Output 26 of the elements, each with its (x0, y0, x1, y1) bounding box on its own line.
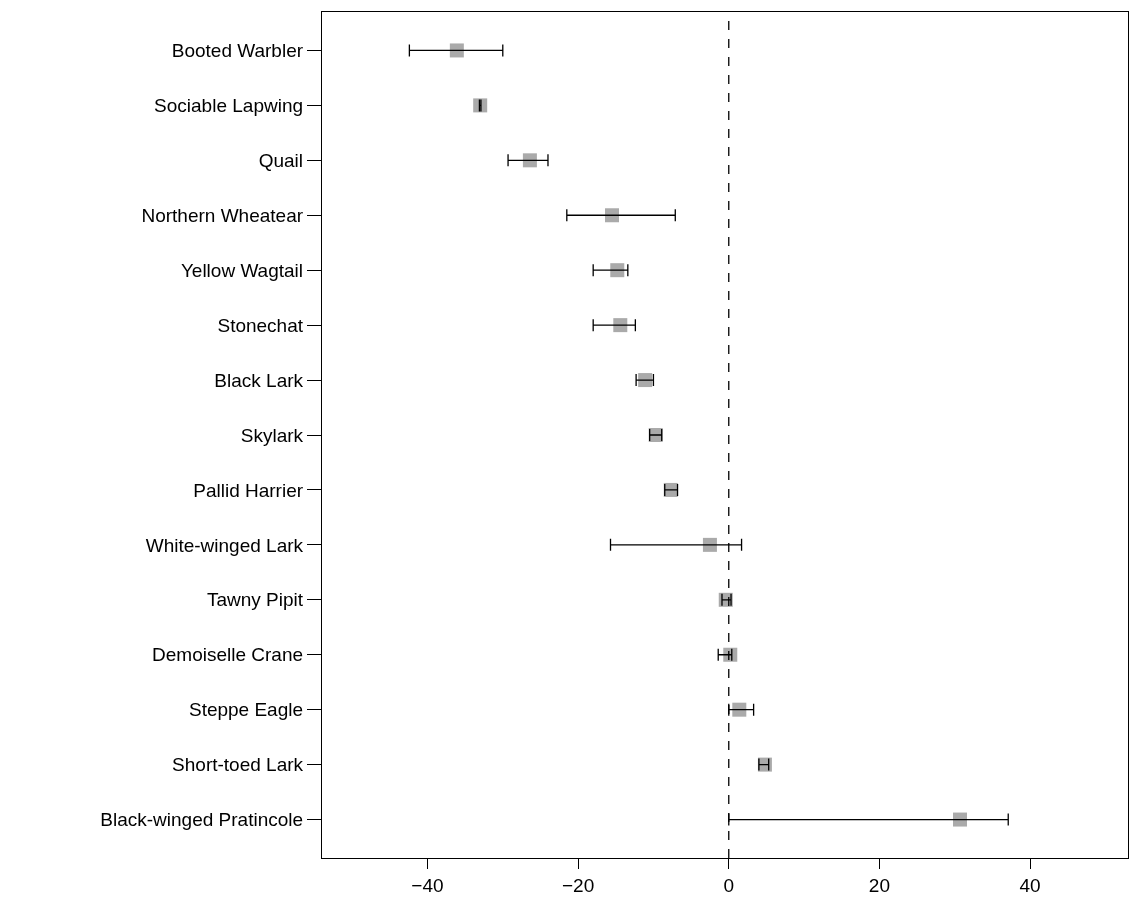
y-tick-label: Northern Wheatear (141, 204, 304, 226)
y-tick-label: Sociable Lapwing (154, 95, 304, 117)
x-tick-label: −20 (561, 874, 595, 896)
y-tick-label: Steppe Eagle (188, 699, 304, 721)
y-tick-label: Yellow Wagtail (180, 259, 304, 281)
y-tick-label: Quail (258, 149, 304, 171)
x-tick-label: 40 (1019, 874, 1041, 896)
y-tick-label: Booted Warbler (171, 40, 304, 62)
y-tick-label: Demoiselle Crane (152, 644, 304, 666)
point (522, 153, 537, 168)
y-tick-label: Stonechat (217, 314, 304, 336)
x-tick-label: 20 (868, 874, 890, 896)
y-tick-label: Short-toed Lark (172, 754, 304, 776)
y-tick-label: Black Lark (214, 369, 304, 391)
x-tick-label: 0 (723, 874, 735, 896)
point (605, 208, 620, 223)
y-tick-label: Skylark (240, 424, 304, 446)
point (953, 812, 968, 827)
point (449, 43, 464, 58)
x-tick-label: −40 (411, 874, 444, 896)
point (610, 263, 625, 278)
y-tick-label: Pallid Harrier (193, 479, 304, 501)
y-tick-label: Black-winged Pratincole (100, 809, 304, 831)
y-tick-label: White-winged Lark (145, 534, 304, 556)
y-tick-label: Tawny Pipit (206, 589, 304, 611)
point (732, 702, 747, 717)
